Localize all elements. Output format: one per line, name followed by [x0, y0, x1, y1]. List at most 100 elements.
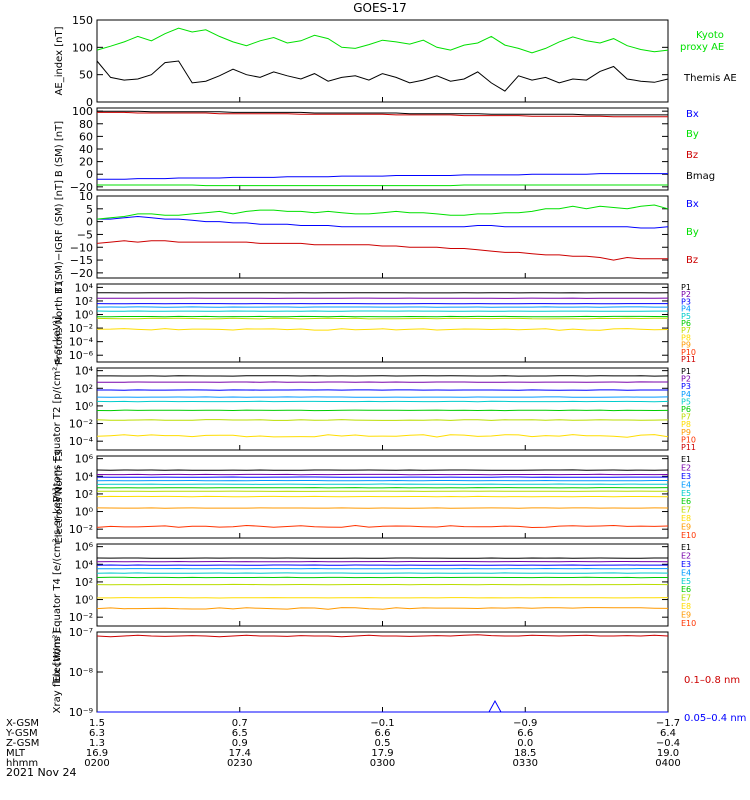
- y-axis-label: Electrons Equator T4 [e/(cm²-s-sr-keV)]: [52, 487, 63, 682]
- footer-value: 0.7: [232, 718, 248, 729]
- series-line-by: [96, 204, 669, 220]
- y-tick-label: 10⁰: [75, 506, 94, 519]
- footer-value: 6.6: [517, 728, 533, 739]
- footer-row-label: Z-GSM: [6, 738, 39, 749]
- footer-value: 6.4: [660, 728, 676, 739]
- panel-7: 10⁶ 10⁴ 10² 10⁰ 10⁻² Electrons Equator T4 [e/…: [52, 487, 696, 682]
- y-axis-label: Protons Equator T2 [p/(cm²-s-sr-keV)]: [52, 316, 63, 503]
- footer-row-label: X-GSM: [6, 718, 39, 729]
- legend-label: E6: [681, 585, 691, 594]
- y-tick-label: 10⁻⁴: [69, 336, 94, 349]
- y-tick-label: 5: [86, 203, 93, 216]
- y-tick-label: 10⁻⁷: [69, 626, 93, 639]
- footer-value: 0.5: [375, 738, 391, 749]
- y-tick-label: 10⁶: [75, 453, 94, 466]
- footer-value: 0.0: [517, 738, 533, 749]
- legend-label: P1: [681, 283, 691, 292]
- legend-label: P3: [681, 382, 691, 391]
- y-tick-label: −10: [70, 241, 93, 254]
- footer-value: 6.3: [89, 728, 105, 739]
- footer-value: −0.1: [370, 718, 394, 729]
- legend-label: By: [686, 129, 699, 140]
- legend-label: By: [686, 227, 699, 238]
- y-tick-label: 0: [86, 168, 93, 181]
- y-tick-label: 0: [86, 96, 93, 109]
- legend-label: E2: [681, 551, 691, 560]
- legend-label: P11: [681, 443, 696, 452]
- legend-label: P10: [681, 435, 696, 444]
- y-tick-label: 50: [79, 69, 93, 82]
- legend-label: E4: [681, 480, 691, 489]
- legend-label: P9: [681, 341, 691, 350]
- panel-8: 10⁻⁷ 10⁻⁸ 10⁻⁹ Xray flux [W/m²] 0.1–0.8 nm 0.…: [52, 626, 746, 724]
- y-tick-label: 10⁶: [75, 541, 94, 554]
- legend-label: P2: [681, 375, 691, 384]
- footer-value: 17.9: [371, 748, 393, 759]
- footer-value: 6.6: [375, 728, 391, 739]
- legend-label: E6: [681, 497, 691, 506]
- legend-label: P10: [681, 348, 696, 357]
- legend-label: Kyoto: [696, 30, 724, 41]
- y-tick-label: 10⁻⁴: [69, 435, 94, 448]
- footer-value: 1.3: [89, 738, 105, 749]
- y-tick-label: 10²: [75, 576, 93, 589]
- legend-label: Bmag: [686, 171, 715, 182]
- legend-label: P5: [681, 312, 691, 321]
- legend-label: Bz: [686, 150, 698, 161]
- y-tick-label: 10⁴: [75, 365, 94, 378]
- series-line-by: [97, 184, 668, 187]
- y-tick-label: 10⁴: [75, 470, 94, 483]
- footer-row-label: Y-GSM: [5, 728, 38, 739]
- y-tick-label: 10⁻²: [69, 322, 93, 335]
- series-line-p8: [96, 434, 669, 438]
- footer-value: 16.9: [86, 748, 108, 759]
- legend-label: E1: [681, 455, 691, 464]
- series-line-p7: [96, 419, 669, 421]
- y-tick-label: 10⁴: [75, 281, 94, 294]
- y-tick-label: 40: [79, 143, 93, 156]
- legend-label: P7: [681, 326, 691, 335]
- footer-value: 0400: [655, 758, 680, 769]
- y-tick-label: 10²: [75, 488, 93, 501]
- panel-frame: [96, 19, 669, 103]
- y-tick-label: −15: [70, 254, 93, 267]
- legend-label: E8: [681, 514, 691, 523]
- y-tick-label: 10⁰: [75, 594, 94, 607]
- y-axis-label: B (SM)−IGRF (SM) [nT]: [54, 180, 65, 294]
- legend-label: P1: [681, 367, 691, 376]
- legend-label: P8: [681, 420, 691, 429]
- legend-label: E9: [681, 611, 691, 620]
- footer-value: −0.4: [656, 738, 680, 749]
- footer-value: 1.5: [89, 718, 105, 729]
- panel-frame: [96, 283, 669, 363]
- legend-label: E5: [681, 577, 691, 586]
- footer-value: 17.4: [229, 748, 251, 759]
- y-tick-label: 150: [72, 14, 93, 27]
- legend-label: E10: [681, 619, 696, 628]
- y-tick-label: 100: [72, 41, 93, 54]
- series-line-themis-ae: [96, 60, 669, 92]
- legend-label: E10: [681, 531, 696, 540]
- y-tick-label: 10⁻⁶: [69, 349, 94, 362]
- series-line-bmag: [97, 110, 668, 116]
- date-label: 2021 Nov 24: [6, 766, 76, 779]
- legend-label: E5: [681, 489, 691, 498]
- legend-label: proxy AE: [680, 42, 724, 53]
- series-line-bz: [97, 111, 668, 118]
- legend-label: P6: [681, 405, 691, 414]
- panel-frame: [96, 367, 669, 451]
- y-axis-label: Electrons North T3: [54, 450, 65, 543]
- legend-label: E3: [681, 472, 691, 481]
- footer-value: 18.5: [514, 748, 536, 759]
- y-tick-label: 10: [79, 190, 93, 203]
- footer-row-label: hhmm: [6, 758, 38, 769]
- footer-value: −0.9: [513, 718, 537, 729]
- legend-label: E2: [681, 463, 691, 472]
- y-tick-label: 10²: [75, 382, 93, 395]
- legend-label: P4: [681, 305, 691, 314]
